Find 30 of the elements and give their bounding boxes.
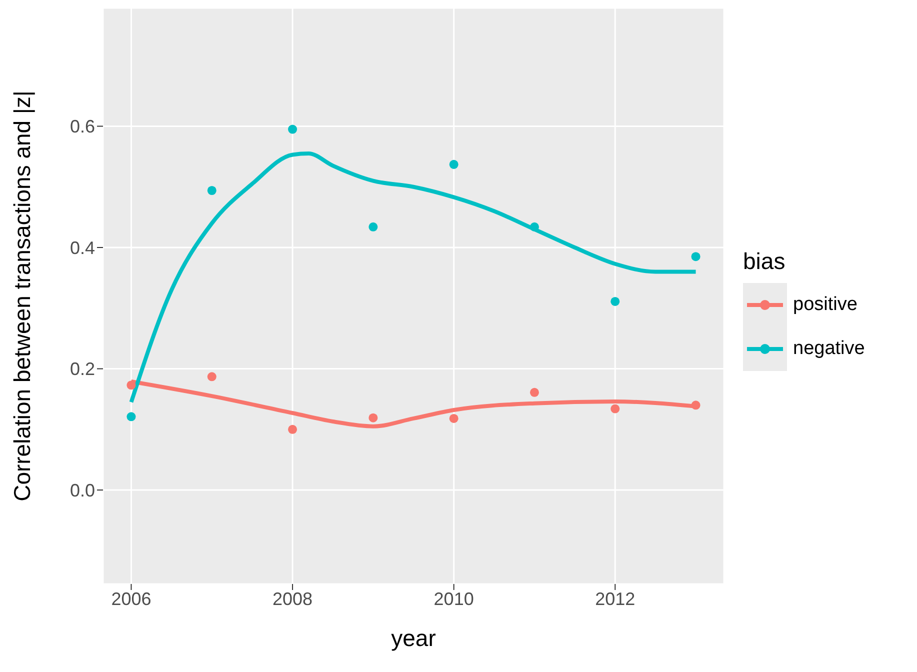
point — [449, 414, 458, 423]
point — [126, 380, 136, 390]
point — [691, 252, 700, 262]
point — [530, 222, 539, 232]
legend-label: positive — [793, 294, 858, 316]
point — [691, 400, 700, 410]
point — [288, 424, 298, 434]
legend-title: bias — [743, 248, 786, 275]
point — [610, 404, 620, 414]
point — [126, 412, 136, 422]
legend-label: negative — [793, 338, 865, 360]
y-tick-label: 0.2 — [70, 359, 95, 380]
x-tick-label: 2010 — [434, 588, 474, 609]
line-series — [129, 152, 698, 404]
y-tick-label: 0.6 — [70, 116, 95, 137]
x-tick-label: 2012 — [595, 588, 636, 609]
point — [288, 124, 298, 134]
x-tick-label: 2008 — [272, 588, 313, 609]
point — [530, 388, 539, 397]
y-tick-label: 0.0 — [70, 480, 95, 500]
point — [610, 296, 620, 306]
point — [449, 160, 458, 169]
x-axis-title: year — [391, 625, 436, 651]
point — [368, 222, 378, 232]
point — [207, 186, 216, 196]
y-tick-label: 0.4 — [70, 238, 95, 258]
x-tick-label: 2006 — [111, 588, 152, 609]
point — [207, 372, 216, 382]
point — [368, 413, 378, 422]
y-axis-title: Correlation between transactions and |z| — [9, 90, 36, 502]
